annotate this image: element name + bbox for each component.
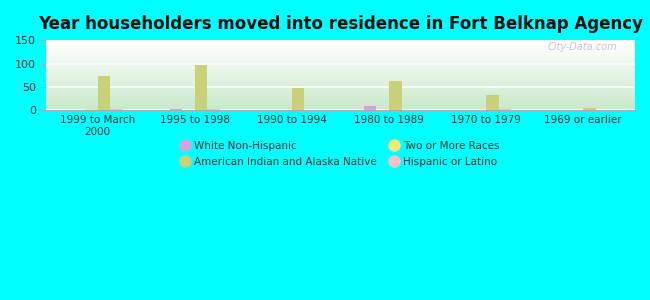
Bar bbox=[499, 109, 511, 110]
Bar bbox=[389, 81, 402, 110]
Text: City-Data.com: City-Data.com bbox=[548, 42, 617, 52]
Bar bbox=[195, 65, 207, 110]
Bar bbox=[486, 94, 499, 110]
Bar bbox=[363, 106, 376, 110]
Bar bbox=[85, 109, 98, 110]
Legend: White Non-Hispanic, American Indian and Alaska Native, Two or More Races, Hispan: White Non-Hispanic, American Indian and … bbox=[177, 137, 504, 171]
Bar bbox=[170, 109, 182, 110]
Bar bbox=[98, 76, 111, 110]
Bar bbox=[583, 108, 595, 110]
Title: Year householders moved into residence in Fort Belknap Agency: Year householders moved into residence i… bbox=[38, 15, 643, 33]
Bar bbox=[207, 109, 220, 110]
Bar bbox=[111, 109, 123, 110]
Bar bbox=[292, 88, 304, 110]
